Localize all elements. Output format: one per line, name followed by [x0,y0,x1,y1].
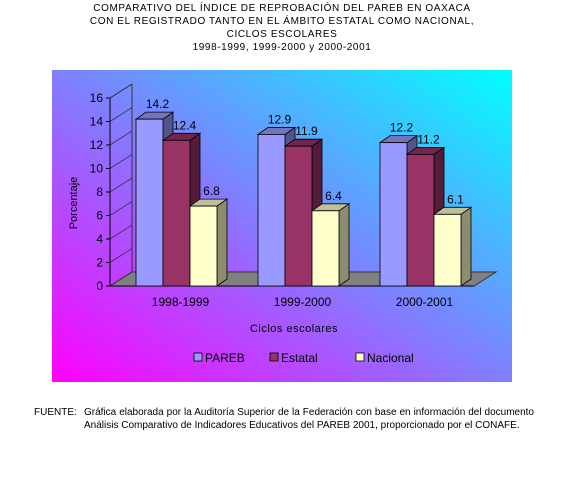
source-label: FUENTE: [34,407,77,418]
legend-swatch [193,352,203,362]
y-tick-label: 14 [90,115,104,129]
legend-label: Estatal [281,351,318,365]
bar [311,210,340,287]
title-line-3: CICLOS ESCOLARES [226,29,338,40]
y-gridline-diagonal [109,177,133,193]
bar [162,139,191,287]
x-tick-label: 2000-2001 [396,295,454,309]
legend-label: Nacional [367,351,414,365]
y-tick-label: 16 [90,91,104,105]
bar-side [460,206,472,287]
title-line-1: COMPARATIVO DEL ÍNDICE DE REPROBACIÓN DE… [93,3,471,14]
title-line-4: 1998-1999, 1999-2000 y 2000-2001 [192,42,372,53]
bar [433,213,462,287]
data-label: 6.4 [325,189,342,203]
data-label: 6.8 [203,184,220,198]
bar [135,118,164,287]
data-label: 6.1 [447,192,464,206]
chart-title: COMPARATIVO DEL ÍNDICE DE REPROBACIÓN DE… [0,2,564,54]
y-axis-title: Porcentaje [68,177,80,230]
data-label: 14.2 [146,97,170,111]
bar [406,154,435,287]
bar-side [338,203,350,287]
y-tick-label: 6 [96,209,103,223]
legend-swatch [355,352,365,362]
y-gridline-diagonal [109,271,133,287]
data-label: 11.9 [295,124,318,138]
bar-side [216,198,228,287]
title-line-2: CON EL REGISTRADO TANTO EN EL ÁMBITO EST… [89,16,475,27]
y-gridline-diagonal [109,154,133,169]
chart-area: 0 2 4 6 8 10 12 14 16 14.2 12.4 6.8 1998-1999 12.9 11… [52,70,512,382]
y-tick-label: 10 [90,162,104,176]
bar [284,145,313,287]
legend-label: PAREB [205,351,245,365]
y-gridline-diagonal [109,224,133,240]
x-axis-title: Ciclos escolares [250,323,338,335]
data-label: 12.9 [268,112,292,126]
legend: PAREB Estatal Nacional [193,351,414,365]
x-tick-label: 1998-1999 [152,295,210,309]
x-tick-label: 1999-2000 [274,295,332,309]
data-label: 12.4 [173,118,197,132]
data-label: 11.2 [417,132,440,146]
bar [379,142,408,287]
y-gridline-diagonal [109,201,133,216]
y-tick-label: 4 [96,232,103,246]
y-gridline-diagonal [109,83,133,99]
y-tick-label: 2 [96,256,103,270]
source-text: Gráfica elaborada por la Auditoría Super… [84,407,534,431]
y-gridline-diagonal [109,248,133,263]
y-gridline-diagonal [109,130,133,146]
y-tick-label: 12 [90,138,104,152]
data-label: 12.2 [390,121,414,135]
y-tick-label: 0 [96,279,103,293]
bar [189,205,218,287]
y-gridline-diagonal [109,107,133,122]
y-tick-label: 8 [96,185,103,199]
bar [257,134,286,287]
legend-swatch [269,352,279,362]
